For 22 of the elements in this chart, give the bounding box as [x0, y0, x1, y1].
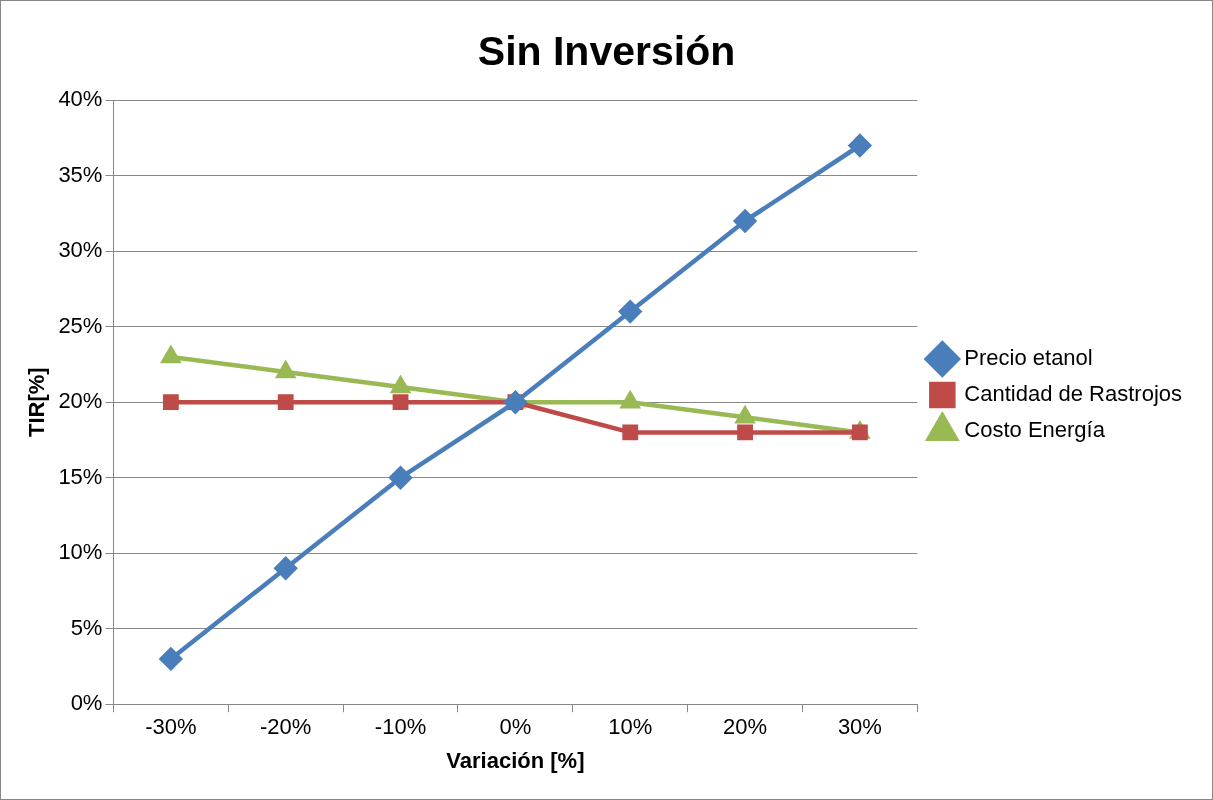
y-tick-label: 35% — [58, 161, 103, 187]
y-tick-label: 0% — [70, 690, 103, 716]
legend-label: Cantidad de Rastrojos — [964, 381, 1183, 407]
y-tick-label: 10% — [58, 539, 103, 565]
legend-label: Precio etanol — [964, 345, 1093, 371]
y-tick-label: 20% — [58, 388, 103, 414]
y-tick-label: 40% — [58, 86, 103, 112]
x-tick-label: 0% — [499, 714, 532, 740]
y-axis-title: TIR[%] — [24, 367, 50, 438]
x-tick-label: -10% — [374, 714, 427, 740]
y-tick-label: 25% — [58, 312, 103, 338]
x-axis-title: Variación [%] — [446, 747, 585, 773]
chart-title: Sin Inversión — [477, 27, 736, 74]
y-tick-label: 30% — [58, 237, 103, 263]
x-tick-label: -30% — [145, 714, 197, 740]
y-tick-label: 5% — [70, 614, 103, 640]
x-tick-label: 20% — [723, 714, 768, 740]
x-tick-label: 30% — [837, 714, 882, 740]
x-tick-label: 10% — [608, 714, 653, 740]
x-tick-label: -20% — [260, 714, 312, 740]
y-tick-label: 15% — [58, 463, 103, 489]
legend-label: Costo Energía — [964, 417, 1106, 443]
